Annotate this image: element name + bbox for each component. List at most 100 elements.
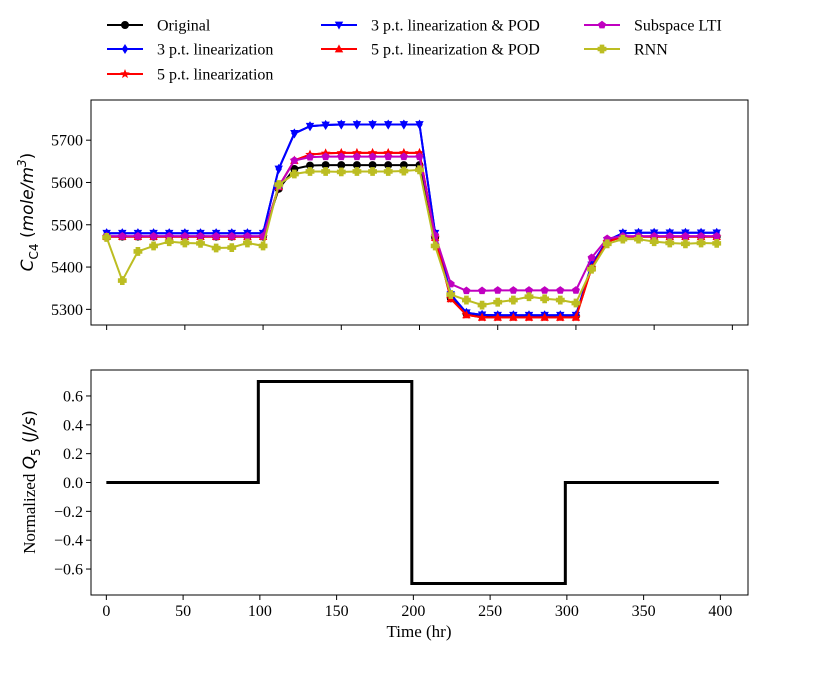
data-point-rnn xyxy=(477,300,487,310)
data-point-rnn xyxy=(571,298,581,308)
legend-label: Original xyxy=(157,18,211,35)
legend-marker xyxy=(120,68,130,79)
legend-marker xyxy=(597,44,607,54)
bottom-y-tick-label: 0.4 xyxy=(63,417,83,434)
data-point-subspace-lti xyxy=(697,231,706,240)
data-point-rnn xyxy=(289,169,299,179)
data-point-rnn xyxy=(602,239,612,249)
top-y-tick-label: 5500 xyxy=(51,217,83,234)
data-point-rnn xyxy=(649,237,659,247)
bottom-x-tick-label: 200 xyxy=(401,603,425,620)
data-point-rnn xyxy=(634,234,643,244)
data-point-rnn xyxy=(368,167,377,176)
data-point-subspace-lti xyxy=(712,231,721,240)
data-point-subspace-lti xyxy=(509,286,518,294)
series-line-q5 xyxy=(106,380,719,585)
data-point-rnn xyxy=(243,238,252,248)
data-point-subspace-lti xyxy=(493,286,502,294)
data-point-subspace-lti xyxy=(243,231,252,240)
data-point-rnn xyxy=(712,238,722,248)
data-point-rnn xyxy=(383,167,393,176)
data-point-rnn xyxy=(196,238,205,248)
legend-entry-subspace-lti: Subspace LTI xyxy=(584,18,722,35)
data-point-rnn xyxy=(665,238,675,248)
top-series-lines xyxy=(101,119,722,322)
legend-entry-3-p-t-linearization-pod: 3 p.t. linearization & POD xyxy=(321,18,540,35)
data-point-rnn xyxy=(149,241,158,251)
data-point-rnn xyxy=(133,246,143,256)
data-point-subspace-lti xyxy=(571,286,580,294)
series-subspace-lti xyxy=(102,152,721,295)
legend-entry-5-p-t-linearization-pod: 5 p.t. linearization & POD xyxy=(321,42,540,59)
data-point-subspace-lti xyxy=(321,152,330,161)
data-point-rnn xyxy=(462,295,471,305)
bottom-series-lines xyxy=(106,380,719,585)
data-point-rnn xyxy=(555,295,565,305)
bottom-x-tick-label: 350 xyxy=(632,603,656,620)
data-point-subspace-lti xyxy=(384,152,393,161)
top-y-tick-label: 5700 xyxy=(51,133,83,150)
data-point-rnn xyxy=(211,243,221,253)
top-x-ticks xyxy=(106,325,733,330)
data-point-rnn xyxy=(352,167,362,176)
bottom-y-tick-label: 0.6 xyxy=(63,388,83,405)
legend: Original 3 p.t. linearization 5 p.t. linea… xyxy=(107,18,722,84)
data-point-3-p-t-linearization-pod xyxy=(321,121,330,130)
data-point-original xyxy=(337,161,346,170)
top-y-tick-label: 5600 xyxy=(51,175,83,192)
bottom-y-tick-label: −0.4 xyxy=(54,533,83,550)
data-point-5-p-t-linearization-pod xyxy=(509,312,518,321)
data-point-subspace-lti xyxy=(212,231,221,240)
data-point-subspace-lti xyxy=(352,152,361,161)
data-point-rnn xyxy=(399,166,409,176)
bottom-x-tick-label: 50 xyxy=(175,603,191,620)
data-point-subspace-lti xyxy=(133,231,142,240)
legend-label: Subspace LTI xyxy=(634,18,722,35)
data-point-rnn xyxy=(180,238,190,248)
data-point-rnn xyxy=(415,165,424,175)
data-point-subspace-lti xyxy=(149,231,158,240)
legend-marker xyxy=(598,20,606,29)
data-point-subspace-lti xyxy=(337,152,346,161)
top-y-tick-label: 5400 xyxy=(51,260,83,277)
data-point-rnn xyxy=(117,276,127,286)
bottom-x-tick-label: 250 xyxy=(478,603,502,620)
data-point-3-p-t-linearization-pod xyxy=(352,121,362,130)
bottom-axes: −0.6 −0.4 −0.2 0.0 0.2 0.4 0.6 0 50 100 150 200 250… xyxy=(20,369,749,641)
top-y-ticks: 5300 5400 5500 5600 5700 xyxy=(51,133,91,319)
data-point-subspace-lti xyxy=(306,152,314,161)
data-point-rnn xyxy=(696,238,706,248)
bottom-y-tick-label: 0.2 xyxy=(63,446,83,463)
data-point-5-p-t-linearization-pod xyxy=(462,310,471,319)
data-point-rnn xyxy=(618,234,628,244)
bottom-x-tick-label: 400 xyxy=(708,603,732,620)
bottom-x-tick-label: 100 xyxy=(248,603,272,620)
data-point-3-p-t-linearization-pod xyxy=(290,130,299,139)
x-axis-label: Time (hr) xyxy=(386,622,451,641)
data-point-rnn xyxy=(681,239,690,249)
legend-entry-3-p-t-linearization: 3 p.t. linearization xyxy=(107,42,273,59)
data-point-3-p-t-linearization-pod xyxy=(274,165,283,174)
bottom-y-tick-label: −0.2 xyxy=(54,504,83,521)
data-point-3-p-t-linearization-pod xyxy=(368,121,377,130)
data-point-subspace-lti xyxy=(525,286,533,294)
data-point-rnn xyxy=(305,167,315,176)
data-point-subspace-lti xyxy=(665,231,674,240)
data-point-5-p-t-linearization-pod xyxy=(524,312,534,321)
legend-label: 3 p.t. linearization xyxy=(157,42,273,59)
data-point-subspace-lti xyxy=(118,231,127,240)
data-point-rnn xyxy=(430,241,440,251)
data-point-rnn xyxy=(321,167,331,176)
data-point-5-p-t-linearization-pod xyxy=(556,312,565,321)
data-point-subspace-lti xyxy=(478,286,487,295)
top-y-tick-label: 5300 xyxy=(51,302,83,319)
data-point-subspace-lti xyxy=(196,231,205,240)
data-point-subspace-lti xyxy=(462,286,471,295)
data-point-3-p-t-linearization-pod xyxy=(337,121,346,130)
legend-entry-original: Original xyxy=(107,18,211,35)
bottom-x-tick-label: 300 xyxy=(555,603,579,620)
data-point-rnn xyxy=(587,264,596,274)
data-point-rnn xyxy=(102,233,112,242)
data-point-rnn xyxy=(164,237,174,247)
data-point-3-p-t-linearization-pod xyxy=(384,121,393,130)
